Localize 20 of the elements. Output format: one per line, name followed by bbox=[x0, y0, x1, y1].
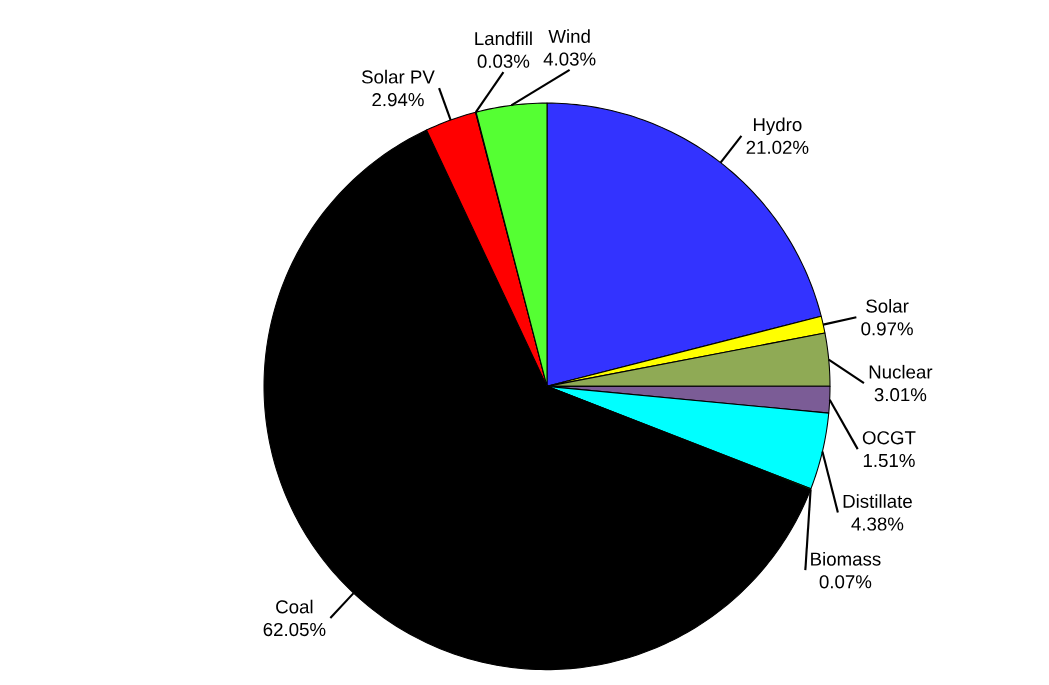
data-label: 0.97% bbox=[861, 322, 913, 336]
slice-label: Wind bbox=[548, 29, 590, 44]
data-label: 4.38% bbox=[851, 517, 904, 531]
slice-label: OCGT bbox=[862, 431, 916, 445]
data-label: 2.94% bbox=[372, 93, 424, 107]
slice-label: Solar bbox=[866, 299, 909, 313]
data-label: 21.02% bbox=[746, 140, 809, 155]
data-label: 0.03% bbox=[477, 54, 530, 69]
data-label: 3.01% bbox=[874, 388, 927, 402]
slice-label: Biomass bbox=[811, 552, 881, 566]
data-label: 1.51% bbox=[863, 454, 915, 468]
slice-label: Hydro bbox=[753, 117, 802, 136]
slice-label: Solar PV bbox=[361, 70, 435, 84]
slice-label: Landfill bbox=[475, 31, 532, 46]
data-label: 0.07% bbox=[819, 575, 872, 589]
slice-label: Nuclear bbox=[869, 365, 933, 379]
data-label: 62.05% bbox=[263, 623, 326, 637]
slice-label: Coal bbox=[276, 599, 313, 614]
slice-label: Distillate bbox=[843, 494, 912, 509]
data-label: 4.03% bbox=[543, 52, 596, 66]
